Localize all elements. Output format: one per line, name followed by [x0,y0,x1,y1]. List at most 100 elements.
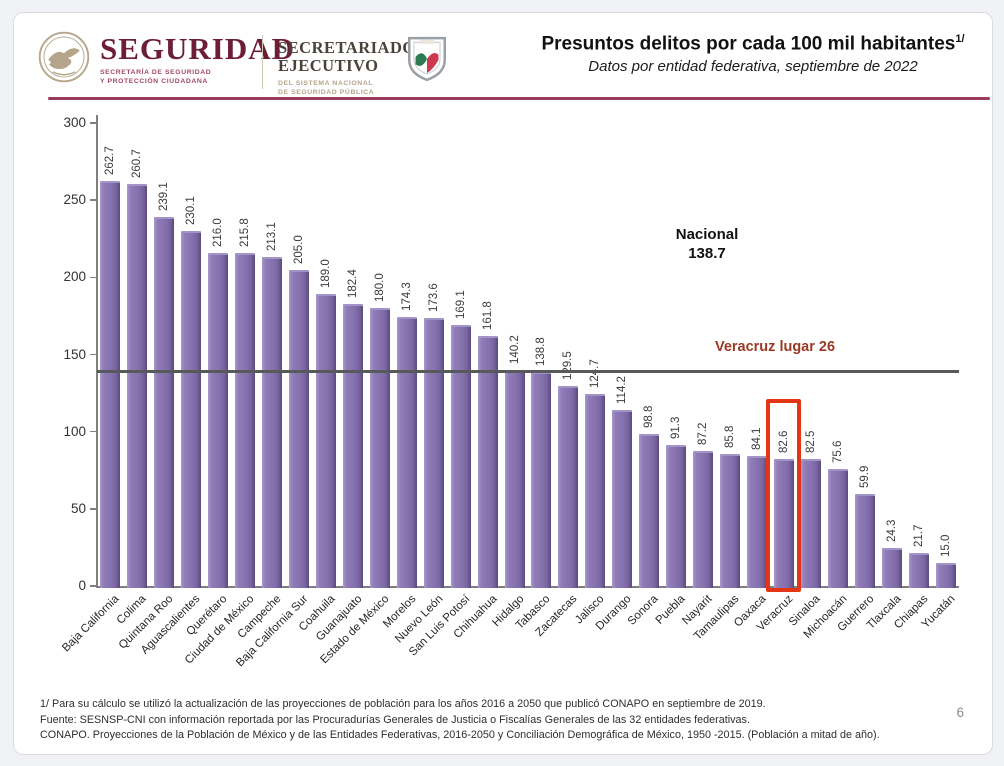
shield-logo-icon [406,35,448,83]
bar-value-label: 98.8 [643,405,656,428]
bar-Guerrero [854,493,875,588]
veracruz-highlight-box [766,398,802,592]
bar-value-label: 169.1 [454,290,467,320]
title-footnote-marker: 1/ [955,33,965,45]
x-axis-line [96,586,959,588]
y-axis-tick [90,585,96,587]
bar-value-label: 215.8 [239,218,252,247]
bar-value-label: 161.8 [481,301,494,331]
org-name: SECRETARIADO EJECUTIVO [278,38,416,75]
bar-Yucatán [935,562,956,588]
bar-Tabasco [531,371,552,588]
y-axis-tick-label: 150 [63,346,86,362]
bar-value-label: 59.9 [858,465,871,488]
bar-Morelos [396,316,417,588]
bar-value-label: 180.0 [373,273,386,303]
bar-value-label: 174.3 [400,282,413,311]
bar-value-label: 85.8 [724,425,737,448]
bar-Chiapas [908,552,929,588]
bar-Veracruz [773,458,794,588]
bar-Durango [612,409,633,588]
bar-Baja California [100,180,121,588]
bar-value-label: 230.1 [185,196,198,225]
bar-Querétaro [208,252,229,588]
bar-value-label: 114.2 [616,375,629,404]
y-axis-line [96,115,98,586]
bar-Quintana Roo [154,216,175,588]
bar-value-label: 260.7 [131,148,144,178]
title-block: Presuntos delitos por cada 100 mil habit… [514,33,992,75]
bar-Nuevo León [423,318,444,588]
bar-Tlaxcala [881,548,902,588]
bar-Tamaulipas [720,453,741,588]
y-axis-tick [90,508,96,510]
bar-Sonora [639,433,660,588]
bar-Chihuahua [477,336,498,588]
y-axis-tick [90,430,96,433]
footnote-line: 1/ Para su cálculo se utilizó la actuali… [40,698,766,710]
nacional-annotation: Nacional 138.7 [647,225,767,263]
bar-value-label: 87.2 [697,423,710,446]
brand-tagline: SECRETARÍA DE SEGURIDAD Y PROTECCIÓN CIU… [100,69,212,85]
bar-value-label: 24.3 [885,520,898,543]
nacional-label: Nacional [675,226,739,243]
bar-value-label: 84.1 [750,427,763,451]
bar-value-label: 205.0 [293,234,306,264]
bar-value-label: 173.6 [427,283,440,313]
bar-Baja California Sur [289,269,310,588]
bar-Ciudad de México [235,252,256,588]
veracruz-rank-annotation: Veracruz lugar 26 [714,339,836,355]
bar-Guanajuato [342,304,363,588]
bar-Aguascalientes [181,230,202,588]
slide-page: SEGURIDAD SECRETARÍA DE SEGURIDAD Y PROT… [13,12,993,755]
bar-Colima [127,183,148,588]
bar-value-label: 21.7 [912,524,925,547]
y-axis-tick-label: 200 [63,269,86,285]
y-axis-tick-label: 300 [63,115,86,130]
bar-Sinaloa [800,458,821,588]
y-axis-tick [90,122,96,124]
footnote-line: CONAPO. Proyecciones de la Población de … [40,729,880,741]
bar-Hidalgo [504,369,525,588]
bar-San Luis Potosí [450,325,471,588]
org-subtitle: DEL SISTEMA NACIONAL DE SEGURIDAD PÚBLIC… [278,80,375,96]
bar-Campeche [262,257,283,588]
header-rule [48,97,990,100]
bar-value-label: 82.5 [804,430,817,453]
brand-wordmark: SEGURIDAD [100,31,296,66]
bar-Zacatecas [558,386,579,588]
y-axis-tick-label: 100 [63,423,86,439]
footnotes: 1/ Para su cálculo se utilizó la actuali… [40,697,952,744]
bar-value-label: 75.6 [831,440,844,464]
bar-value-label: 91.3 [670,416,683,440]
bar-value-label: 182.4 [346,269,359,299]
footnote-line: Fuente: SESNSP-CNI con información repor… [40,713,750,726]
bar-Michoacán [827,469,848,588]
bar-Coahuila [315,294,336,588]
page-subtitle: Datos por entidad federativa, septiembre… [588,58,918,76]
bar-Puebla [666,445,687,588]
bar-value-label: 239.1 [158,182,171,211]
bar-value-label: 140.2 [508,334,521,364]
brand-block: SEGURIDAD SECRETARÍA DE SEGURIDAD Y PROT… [100,33,295,86]
national-average-line [97,370,959,374]
bar-Oaxaca [746,456,767,588]
bar-value-label: 216.0 [212,217,225,247]
bar-value-label: 124.7 [588,340,602,388]
y-axis-tick-label: 250 [63,192,86,208]
bar-value-label: 262.7 [104,145,117,175]
bar-Estado de México [369,308,390,588]
y-axis-tick-label: 50 [70,500,86,516]
y-axis-tick [90,276,96,279]
bar-value-label: 213.1 [266,222,279,252]
bar-Jalisco [585,393,606,588]
bar-chart: Nacional 138.7 Veracruz lugar 26 0 50 100 1… [14,13,992,754]
eagle-emblem-icon [36,29,92,85]
y-axis-tick-label: 0 [78,578,86,593]
header-divider [262,35,263,89]
org-block: SECRETARIADO EJECUTIVO DEL SISTEMA NACIO… [278,39,416,97]
y-axis-tick [90,353,96,356]
page-title: Presuntos delitos por cada 100 mil habit… [541,33,965,55]
bar-value-label: 15.0 [939,534,952,557]
bar-value-label: 189.0 [319,259,332,289]
